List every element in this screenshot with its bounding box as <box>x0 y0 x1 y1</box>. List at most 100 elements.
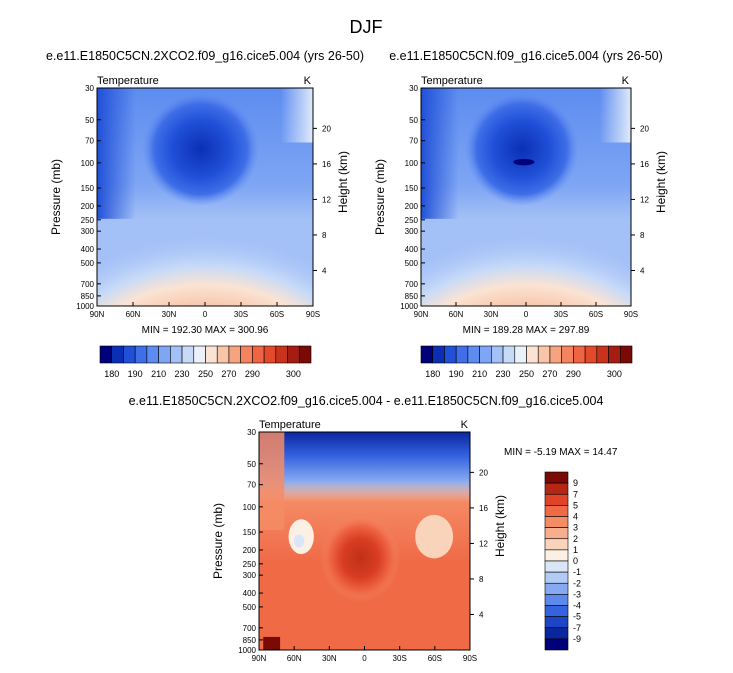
colorbar-swatch <box>573 345 586 364</box>
y-tick-label: 70 <box>409 137 418 146</box>
colorbar-swatch <box>544 627 569 640</box>
height-tick-label: 8 <box>479 575 484 584</box>
colorbar-swatch <box>544 582 569 595</box>
colorbar-swatch <box>455 345 469 364</box>
units-label: K <box>461 419 469 431</box>
y-tick-label: 200 <box>405 202 419 211</box>
colorbar-label: 270 <box>542 369 557 379</box>
y-tick-label: 200 <box>81 202 95 211</box>
y-tick-label: 850 <box>243 636 257 645</box>
x-tick-label: 60S <box>270 310 284 319</box>
height-tick-label: 16 <box>479 504 488 513</box>
x-tick-label: 60N <box>449 310 464 319</box>
colorbar-swatch <box>544 638 569 651</box>
colorbar-swatch <box>158 345 171 364</box>
colorbar-label: -9 <box>573 634 581 644</box>
field-tropical-upper-warming <box>320 514 401 603</box>
x-tick-label: 60S <box>589 310 603 319</box>
y-tick-label: 1000 <box>400 302 418 311</box>
colorbar-label: 4 <box>573 512 578 522</box>
colorbar-swatch <box>544 505 569 517</box>
colorbar-label: 290 <box>566 369 581 379</box>
min-max-stats: MIN = 189.28 MAX = 297.89 <box>463 325 590 336</box>
colorbar-label: -7 <box>573 623 581 633</box>
y-tick-label: 850 <box>405 292 419 301</box>
y-tick-label: 250 <box>243 560 257 569</box>
units-label: K <box>304 75 312 87</box>
min-max-stats: MIN = 192.30 MAX = 300.96 <box>142 325 269 336</box>
colorbar-swatch <box>619 345 633 364</box>
colorbar-swatch <box>561 345 574 364</box>
colorbar-swatch <box>596 345 609 364</box>
page-title: DJF <box>350 17 383 37</box>
panel-upper-left: e.e11.E1850C5CN.2XCO2.f09_g16.cice5.004 … <box>46 49 364 336</box>
colorbar-label: 250 <box>198 369 213 379</box>
field-polar-warm-column <box>259 432 285 531</box>
x-tick-label: 30S <box>234 310 248 319</box>
y-tick-label: 70 <box>247 481 256 490</box>
colorbar-swatch <box>502 345 516 364</box>
colorbar-label: -1 <box>573 567 581 577</box>
field-arctic-minimum-core <box>293 534 305 548</box>
plot-field <box>421 88 631 306</box>
colorbar-swatch <box>444 345 457 364</box>
colorbar-swatch <box>608 345 621 364</box>
y-tick-label: 250 <box>81 216 95 225</box>
y-tick-label: 50 <box>85 116 94 125</box>
y-axis-right-label: Height (km) <box>493 495 507 557</box>
colorbar-label: -5 <box>573 612 581 622</box>
colorbar-label: 300 <box>607 369 622 379</box>
colorbar-swatch <box>544 471 569 484</box>
y-tick-label: 50 <box>409 116 418 125</box>
colorbar-swatch <box>134 345 148 364</box>
x-tick-label: 60S <box>428 654 442 663</box>
colorbar-absolute-left: 180 190 210 230 250 270 290 300 <box>99 345 312 379</box>
colorbar-swatch <box>537 345 551 364</box>
field-tropopause-cold-core <box>465 92 579 206</box>
colorbar-label: 0 <box>573 556 578 566</box>
y-tick-label: 700 <box>405 280 419 289</box>
y-axis-label: Pressure (mb) <box>211 503 225 579</box>
colorbar-swatch <box>544 527 569 540</box>
y-tick-label: 300 <box>405 227 419 236</box>
colorbar-swatch <box>240 345 253 364</box>
colorbar-swatch <box>111 345 124 364</box>
field-south-polar-warm <box>280 88 313 143</box>
y-tick-label: 250 <box>405 216 419 225</box>
variable-label: Temperature <box>97 75 159 87</box>
y-axis-right-label: Height (km) <box>654 151 668 213</box>
y-tick-label: 200 <box>243 546 257 555</box>
colorbar-swatch <box>263 345 277 364</box>
y-tick-label: 700 <box>243 624 257 633</box>
colorbar-swatch <box>420 345 434 364</box>
field-north-polar-cold <box>97 88 136 219</box>
colorbar-swatch <box>193 345 206 364</box>
colorbar-swatch <box>252 345 265 364</box>
height-tick-label: 20 <box>322 124 331 133</box>
colorbar-label: 190 <box>449 369 464 379</box>
x-tick-label: 60N <box>287 654 302 663</box>
colorbar-swatch <box>549 345 562 364</box>
y-tick-label: 500 <box>405 259 419 268</box>
y-tick-label: 700 <box>81 280 95 289</box>
x-tick-label: 0 <box>203 310 208 319</box>
y-tick-label: 150 <box>405 184 419 193</box>
height-tick-label: 16 <box>640 160 649 169</box>
colorbar-label: 190 <box>128 369 143 379</box>
colorbar-label: 3 <box>573 523 578 533</box>
colorbar-swatch <box>123 345 136 364</box>
colorbar-swatch <box>298 345 312 364</box>
y-tick-label: 500 <box>243 603 257 612</box>
colorbar-swatch <box>544 594 569 606</box>
y-tick-label: 100 <box>81 159 95 168</box>
field-coldest-spot <box>513 158 535 166</box>
y-tick-label: 400 <box>81 245 95 254</box>
x-tick-label: 30N <box>484 310 499 319</box>
y-tick-label: 30 <box>409 84 418 93</box>
y-tick-label: 300 <box>81 227 95 236</box>
colorbar-label: 290 <box>245 369 260 379</box>
plot-field <box>97 88 313 306</box>
colorbar-swatch <box>146 345 159 364</box>
colorbar-label: -4 <box>573 601 581 611</box>
